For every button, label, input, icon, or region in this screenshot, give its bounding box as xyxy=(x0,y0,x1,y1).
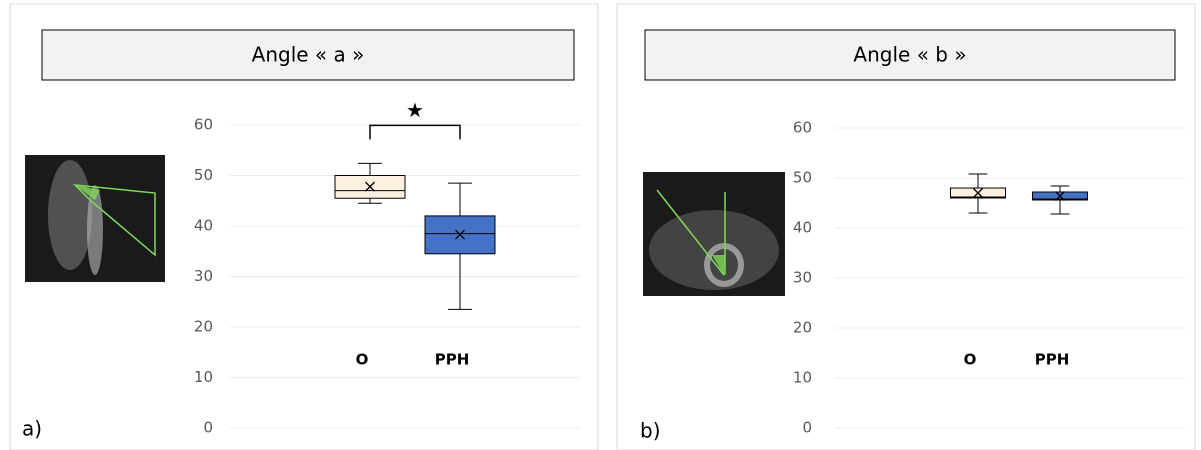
mean-marker xyxy=(1055,191,1065,201)
x-tick-label: O xyxy=(356,351,369,369)
chart-title: Angle « a » xyxy=(252,43,365,67)
chart-title: Angle « b » xyxy=(853,43,966,67)
y-tick-label: 20 xyxy=(793,319,812,337)
panel-label: b) xyxy=(640,419,661,443)
y-tick-label: 40 xyxy=(194,217,213,235)
panel-label: a) xyxy=(22,417,42,441)
significance-marker: ★ xyxy=(406,98,424,122)
significance-bracket xyxy=(369,124,461,140)
y-tick-label: 60 xyxy=(793,119,812,137)
y-tick-label: 10 xyxy=(194,368,213,386)
mean-marker xyxy=(365,181,375,192)
y-tick-label: 30 xyxy=(194,267,213,285)
mean-marker xyxy=(973,188,983,198)
y-tick-label: 10 xyxy=(793,369,812,387)
title-box xyxy=(41,29,575,81)
x-tick-label: O xyxy=(964,351,977,369)
y-tick-label: 30 xyxy=(793,269,812,287)
mean-marker xyxy=(455,229,465,240)
y-tick-label: 20 xyxy=(194,318,213,336)
x-tick-label: PPH xyxy=(1035,351,1070,369)
y-tick-label: 40 xyxy=(793,219,812,237)
ct-image xyxy=(643,172,785,296)
ct-image xyxy=(25,155,165,282)
title-box xyxy=(644,29,1176,81)
x-tick-label: PPH xyxy=(435,351,470,369)
y-tick-label: 60 xyxy=(194,116,213,134)
y-tick-label: 0 xyxy=(203,419,213,437)
y-tick-label: 50 xyxy=(793,169,812,187)
y-tick-label: 50 xyxy=(194,166,213,184)
y-tick-label: 0 xyxy=(802,419,812,437)
